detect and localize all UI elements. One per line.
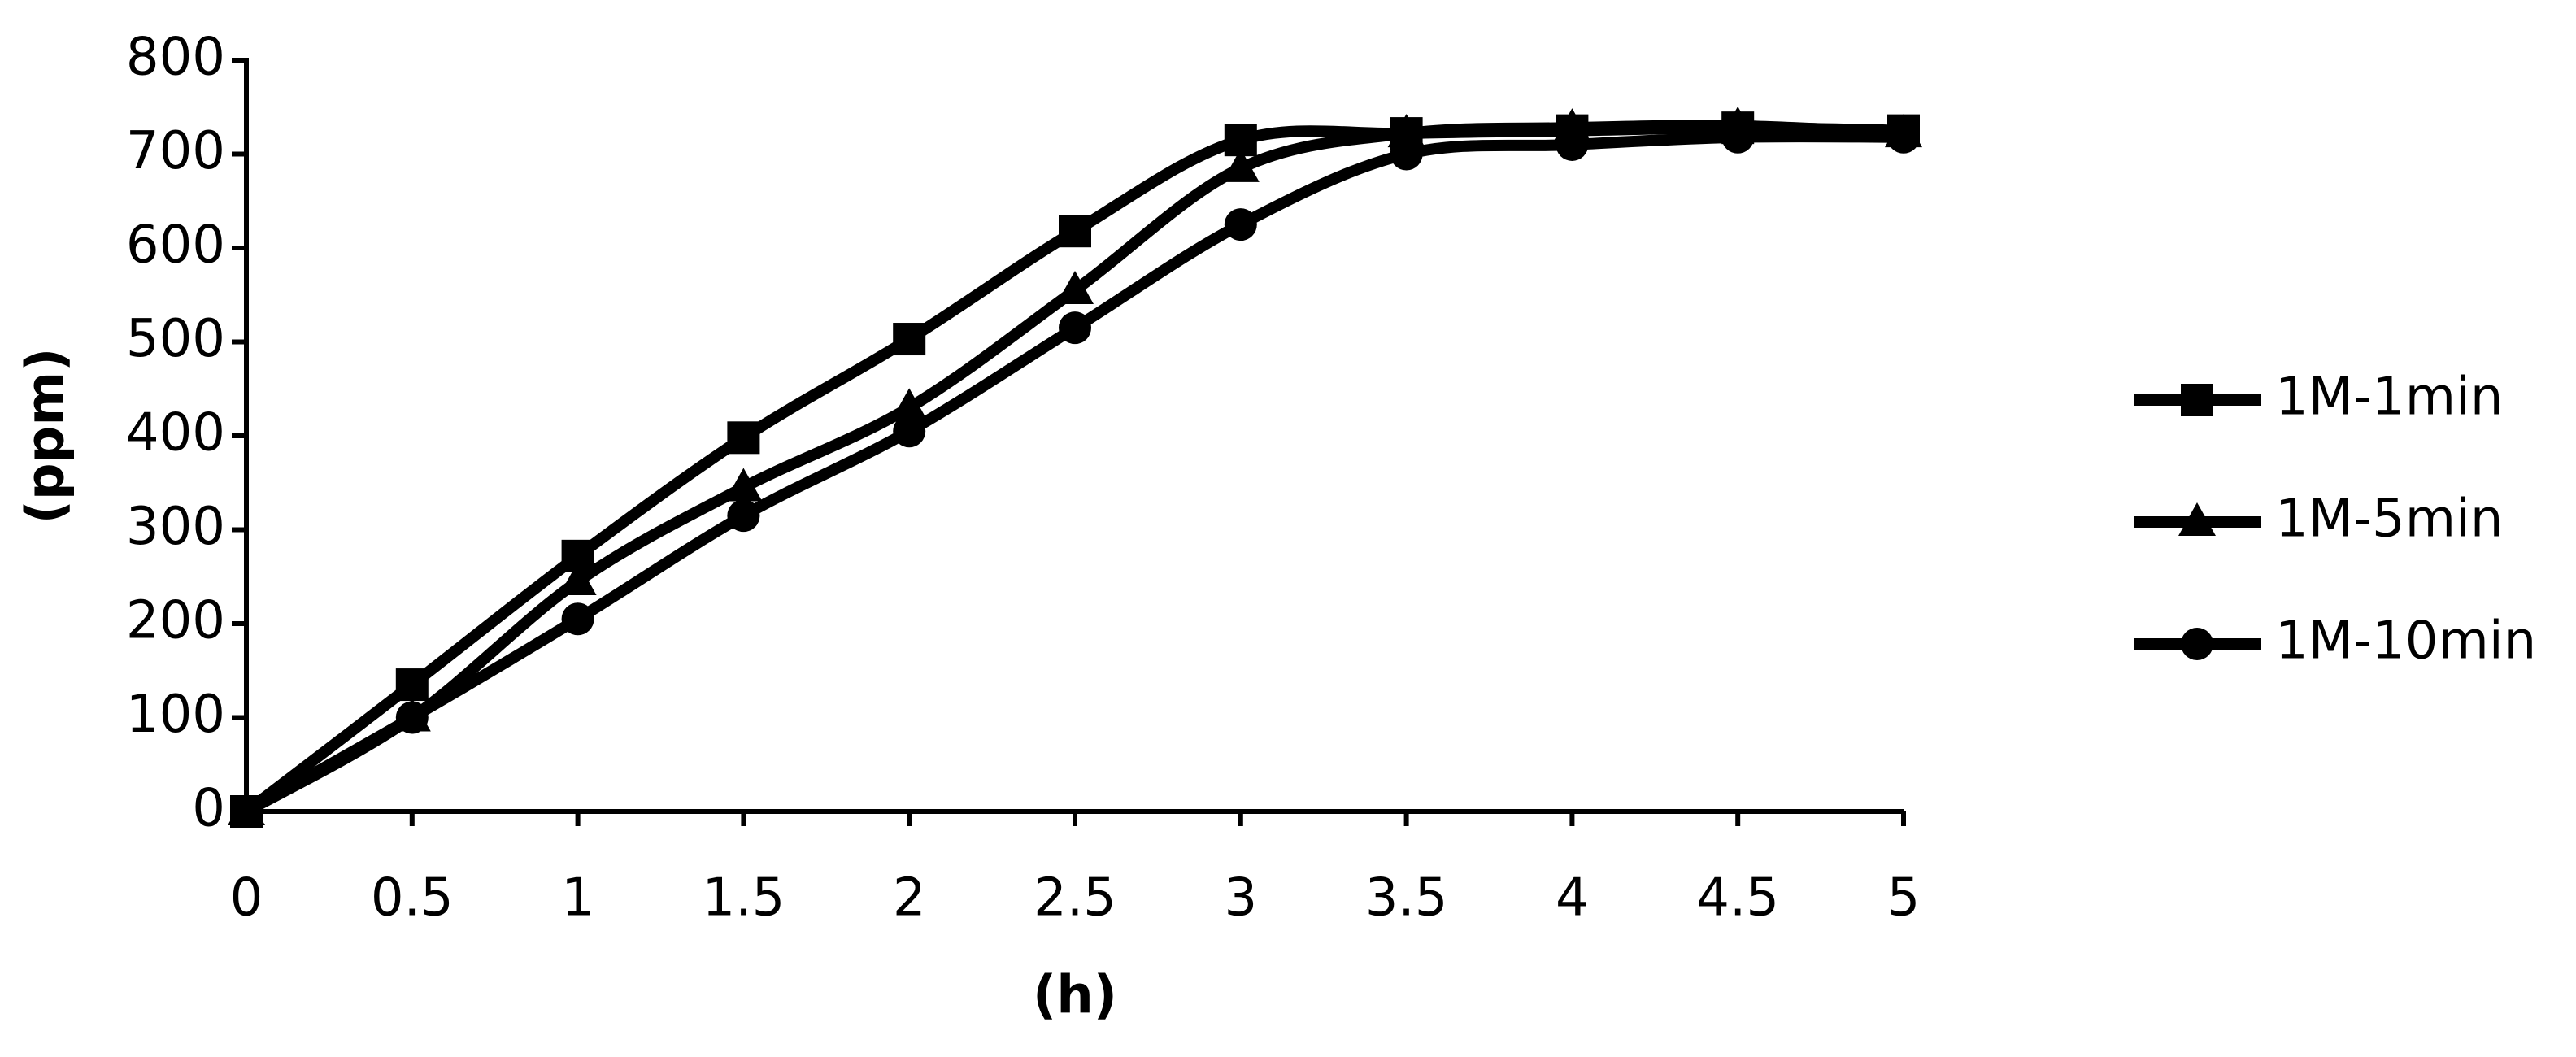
legend-label: 1M-10min [2275, 611, 2536, 672]
legend-marker [2181, 628, 2213, 660]
y-axis-title: (ppm) [16, 348, 76, 524]
x-tick-label: 4 [1556, 868, 1589, 929]
point-marker [395, 668, 429, 702]
x-tick-label: 4.5 [1696, 868, 1779, 929]
point-marker [1556, 128, 1589, 161]
x-tick-label: 2.5 [1033, 868, 1116, 929]
point-marker [1887, 120, 1920, 154]
point-marker [1224, 208, 1257, 241]
legend-marker [2181, 384, 2213, 416]
point-marker [1059, 311, 1091, 345]
x-tick-label: 0.5 [371, 868, 454, 929]
point-marker [1056, 270, 1094, 304]
legend-label: 1M-5min [2275, 489, 2503, 550]
point-marker [230, 795, 263, 828]
x-axis-title: (h) [1033, 966, 1117, 1026]
point-marker [1390, 137, 1423, 171]
y-tick-label: 400 [126, 403, 225, 463]
y-tick-label: 800 [126, 28, 225, 88]
y-tick-label: 500 [126, 309, 225, 369]
y-tick-label: 300 [126, 497, 225, 557]
point-marker [1721, 120, 1755, 154]
x-tick-label: 3 [1224, 868, 1257, 929]
point-marker [727, 499, 760, 533]
y-tick-label: 600 [126, 215, 225, 276]
point-marker [727, 421, 760, 455]
point-marker [1059, 215, 1091, 248]
point-marker [561, 602, 594, 636]
point-marker [395, 701, 429, 734]
point-marker [890, 388, 929, 422]
y-tick-label: 200 [126, 591, 225, 651]
x-tick-label: 3.5 [1365, 868, 1448, 929]
point-marker [559, 562, 597, 596]
x-tick-label: 5 [1887, 868, 1921, 929]
x-tick-label: 1 [561, 868, 594, 929]
legend-label: 1M-1min [2275, 368, 2503, 428]
x-tick-label: 0 [230, 868, 263, 929]
y-tick-label: 700 [126, 121, 225, 181]
point-marker [893, 323, 926, 356]
legend-marker [2178, 502, 2216, 536]
point-marker [1387, 114, 1425, 148]
point-marker [1221, 148, 1260, 182]
x-tick-label: 2 [893, 868, 926, 929]
y-tick-label: 0 [192, 779, 225, 839]
point-marker [724, 468, 763, 502]
y-tick-label: 100 [126, 685, 225, 745]
point-marker [893, 415, 926, 448]
x-tick-label: 1.5 [703, 868, 785, 929]
